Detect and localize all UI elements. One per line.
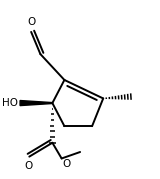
Text: HO: HO <box>2 98 18 108</box>
Polygon shape <box>20 101 52 106</box>
Text: O: O <box>27 17 35 27</box>
Text: O: O <box>24 161 32 171</box>
Text: O: O <box>63 159 71 169</box>
